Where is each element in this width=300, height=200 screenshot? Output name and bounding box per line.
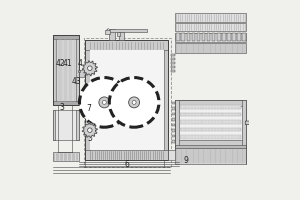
Text: 7: 7 xyxy=(87,104,92,113)
Text: 43: 43 xyxy=(72,77,82,86)
Bar xyxy=(79,70,87,77)
Text: 3: 3 xyxy=(60,103,65,112)
Bar xyxy=(175,43,246,53)
Text: 9: 9 xyxy=(183,156,188,165)
Bar xyxy=(175,100,246,146)
Text: 4: 4 xyxy=(78,59,82,68)
Bar xyxy=(85,150,168,160)
Polygon shape xyxy=(82,61,98,76)
Bar xyxy=(53,110,55,140)
Bar xyxy=(232,33,236,41)
Bar xyxy=(180,135,242,139)
Bar xyxy=(164,40,168,160)
Bar xyxy=(187,33,190,41)
Bar xyxy=(175,145,246,148)
Bar xyxy=(85,40,168,50)
Bar xyxy=(85,40,90,160)
Bar xyxy=(202,33,206,41)
Bar xyxy=(90,50,164,150)
Bar xyxy=(175,140,246,146)
Bar xyxy=(172,118,175,121)
Bar xyxy=(175,148,246,164)
Bar xyxy=(53,35,56,105)
Circle shape xyxy=(132,100,136,104)
Bar xyxy=(171,58,175,60)
Bar xyxy=(171,70,175,72)
Bar xyxy=(172,113,175,115)
Bar xyxy=(171,54,175,56)
Bar xyxy=(105,30,110,34)
Bar xyxy=(85,38,171,167)
Bar xyxy=(237,33,241,41)
Bar xyxy=(56,36,76,104)
Circle shape xyxy=(102,100,106,104)
Text: 6: 6 xyxy=(125,160,130,169)
Bar xyxy=(53,35,79,105)
Circle shape xyxy=(88,128,92,132)
Circle shape xyxy=(88,66,92,70)
Bar xyxy=(182,33,185,41)
Bar xyxy=(180,105,242,109)
Bar xyxy=(168,150,175,160)
Bar xyxy=(242,100,246,146)
Bar xyxy=(175,33,246,42)
Bar xyxy=(172,124,175,126)
Bar xyxy=(207,33,210,41)
Bar xyxy=(180,113,242,116)
Bar xyxy=(76,110,79,140)
FancyArrow shape xyxy=(245,120,252,125)
Bar xyxy=(222,33,226,41)
Bar xyxy=(76,35,79,105)
Text: 42: 42 xyxy=(56,59,65,68)
Bar xyxy=(242,33,246,41)
Circle shape xyxy=(109,78,159,127)
Bar xyxy=(109,29,115,40)
Bar xyxy=(197,33,200,41)
Text: 5: 5 xyxy=(87,134,92,143)
Bar xyxy=(53,152,79,161)
Bar xyxy=(171,62,175,64)
Bar xyxy=(53,35,79,39)
Polygon shape xyxy=(82,123,98,138)
Bar xyxy=(175,23,246,31)
Circle shape xyxy=(129,97,140,108)
Bar xyxy=(175,13,246,22)
Bar xyxy=(119,32,124,40)
Bar xyxy=(172,107,175,110)
Bar xyxy=(172,140,175,143)
Bar xyxy=(192,33,195,41)
Bar xyxy=(53,101,79,105)
Bar xyxy=(175,100,246,106)
Bar xyxy=(176,33,180,41)
Text: 41: 41 xyxy=(63,59,72,68)
Bar xyxy=(212,33,215,41)
Bar xyxy=(85,40,168,160)
Bar xyxy=(180,128,242,131)
Bar xyxy=(172,129,175,132)
Bar xyxy=(109,29,147,32)
Circle shape xyxy=(99,97,110,108)
Circle shape xyxy=(80,78,129,127)
Bar xyxy=(180,120,242,124)
Bar xyxy=(172,102,175,104)
Bar xyxy=(217,33,220,41)
Bar xyxy=(77,70,80,72)
Bar xyxy=(171,66,175,68)
Bar xyxy=(175,100,179,146)
Bar xyxy=(53,110,79,140)
Bar xyxy=(117,32,120,36)
Bar xyxy=(172,135,175,137)
Bar xyxy=(227,33,231,41)
Text: 2: 2 xyxy=(89,62,94,71)
